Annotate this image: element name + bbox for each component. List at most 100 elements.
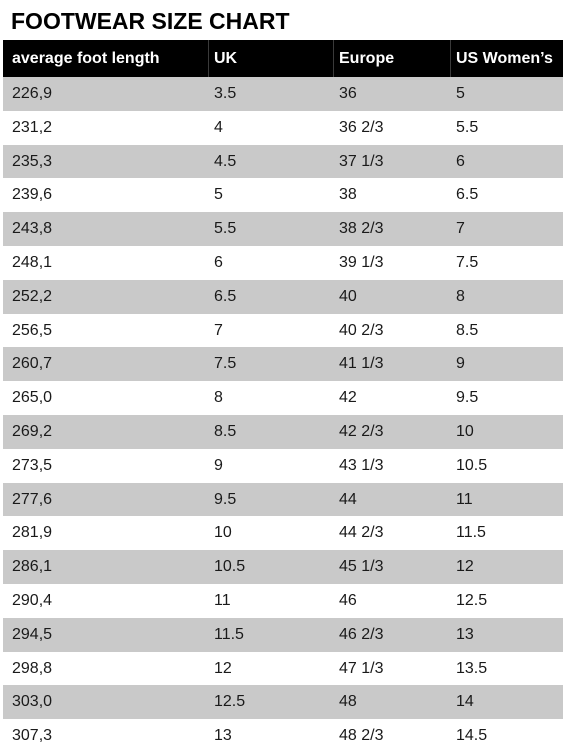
table-row: 298,8 12 47 1/3 13.5: [3, 652, 563, 686]
cell-us-womens: 14: [456, 693, 474, 711]
cell-europe: 38 2/3: [339, 220, 384, 238]
table-header: average foot length UK Europe US Women’s: [3, 40, 563, 77]
cell-uk: 6: [214, 253, 223, 271]
cell-us-womens: 14.5: [456, 727, 488, 745]
header-foot-length: average foot length: [12, 50, 160, 67]
table-row: 243,8 5.5 38 2/3 7: [3, 212, 563, 246]
cell-us-womens: 8.5: [456, 321, 479, 339]
cell-us-womens: 5.5: [456, 118, 479, 136]
cell-foot-length: 226,9: [12, 85, 53, 102]
cell-foot-length: 273,5: [12, 456, 53, 474]
table-row: 281,9 10 44 2/3 11.5: [3, 516, 563, 550]
cell-us-womens: 6.5: [456, 186, 479, 204]
cell-europe: 42: [339, 389, 357, 407]
cell-foot-length: 243,8: [12, 220, 53, 238]
table-row: 303,0 12.5 48 14: [3, 685, 563, 720]
cell-uk: 5.5: [214, 220, 237, 238]
header-divider: [450, 40, 451, 77]
cell-europe: 37 1/3: [339, 152, 384, 170]
cell-us-womens: 7.5: [456, 253, 479, 271]
cell-foot-length: 307,3: [12, 727, 53, 745]
cell-us-womens: 10: [456, 422, 474, 440]
cell-uk: 11.5: [214, 625, 244, 643]
table-row: 269,2 8.5 42 2/3 10: [3, 414, 563, 449]
cell-europe: 42 2/3: [339, 422, 384, 440]
chart-title: FOOTWEAR SIZE CHART: [11, 8, 290, 34]
cell-europe: 44 2/3: [339, 524, 384, 542]
cell-foot-length: 239,6: [12, 186, 53, 204]
header-uk: UK: [214, 50, 238, 67]
cell-us-womens: 9: [456, 355, 465, 373]
cell-us-womens: 10.5: [456, 456, 488, 474]
cell-us-womens: 11: [456, 490, 473, 508]
cell-uk: 7.5: [214, 355, 237, 373]
cell-europe: 40: [339, 287, 357, 305]
cell-foot-length: 290,4: [12, 591, 53, 609]
cell-uk: 6.5: [214, 287, 237, 305]
cell-europe: 48 2/3: [339, 727, 384, 745]
cell-foot-length: 277,6: [12, 490, 53, 508]
cell-uk: 7: [214, 321, 223, 339]
cell-uk: 9.5: [214, 490, 237, 508]
cell-uk: 5: [214, 186, 223, 204]
cell-foot-length: 303,0: [12, 693, 53, 711]
cell-uk: 12.5: [214, 693, 246, 711]
cell-uk: 8: [214, 389, 223, 407]
cell-europe: 44: [339, 490, 357, 508]
cell-uk: 13: [214, 727, 232, 745]
cell-uk: 3.5: [214, 85, 237, 102]
cell-us-womens: 5: [456, 85, 465, 102]
cell-us-womens: 11.5: [456, 524, 486, 542]
cell-europe: 36 2/3: [339, 118, 384, 136]
cell-europe: 46 2/3: [339, 625, 384, 643]
table-row: 252,2 6.5 40 8: [3, 279, 563, 314]
header-divider: [333, 40, 334, 77]
cell-uk: 10: [214, 524, 232, 542]
table-body: 226,9 3.5 36 5 231,2 4 36 2/3 5.5 235,3 4.5 37 1/3…: [3, 77, 563, 753]
cell-foot-length: 269,2: [12, 422, 53, 440]
table-row: 277,6 9.5 44 11: [3, 482, 563, 517]
cell-foot-length: 231,2: [12, 118, 53, 136]
cell-us-womens: 13.5: [456, 659, 488, 677]
cell-uk: 11: [214, 591, 231, 609]
table-row: 286,1 10.5 45 1/3 12: [3, 550, 563, 584]
cell-foot-length: 294,5: [12, 625, 53, 643]
cell-us-womens: 9.5: [456, 389, 479, 407]
cell-uk: 9: [214, 456, 223, 474]
table-row: 239,6 5 38 6.5: [3, 178, 563, 212]
cell-uk: 4.5: [214, 152, 237, 170]
table-row: 256,5 7 40 2/3 8.5: [3, 314, 563, 348]
cell-foot-length: 265,0: [12, 389, 53, 407]
cell-europe: 36: [339, 85, 357, 102]
cell-foot-length: 260,7: [12, 355, 53, 373]
cell-foot-length: 286,1: [12, 558, 53, 576]
table-row: 273,5 9 43 1/3 10.5: [3, 449, 563, 483]
table-row: 226,9 3.5 36 5: [3, 77, 563, 111]
cell-europe: 41 1/3: [339, 355, 384, 373]
cell-europe: 43 1/3: [339, 456, 384, 474]
cell-foot-length: 248,1: [12, 253, 53, 271]
cell-foot-length: 235,3: [12, 152, 53, 170]
cell-europe: 38: [339, 186, 357, 204]
cell-foot-length: 298,8: [12, 659, 53, 677]
cell-us-womens: 6: [456, 152, 465, 170]
cell-europe: 46: [339, 591, 357, 609]
cell-foot-length: 256,5: [12, 321, 53, 339]
cell-uk: 10.5: [214, 558, 246, 576]
table-row: 307,3 13 48 2/3 14.5: [3, 719, 563, 753]
cell-uk: 4: [214, 118, 223, 136]
header-divider: [208, 40, 209, 77]
cell-us-womens: 13: [456, 625, 474, 643]
table-row: 290,4 11 46 12.5: [3, 584, 563, 618]
cell-us-womens: 8: [456, 287, 465, 305]
table-row: 248,1 6 39 1/3 7.5: [3, 246, 563, 280]
cell-uk: 8.5: [214, 422, 237, 440]
table-row: 260,7 7.5 41 1/3 9: [3, 347, 563, 382]
cell-us-womens: 12: [456, 558, 474, 576]
cell-us-womens: 12.5: [456, 591, 488, 609]
table-row: 235,3 4.5 37 1/3 6: [3, 144, 563, 179]
table-row: 294,5 11.5 46 2/3 13: [3, 617, 563, 652]
cell-europe: 39 1/3: [339, 253, 384, 271]
cell-europe: 40 2/3: [339, 321, 384, 339]
cell-us-womens: 7: [456, 220, 465, 238]
